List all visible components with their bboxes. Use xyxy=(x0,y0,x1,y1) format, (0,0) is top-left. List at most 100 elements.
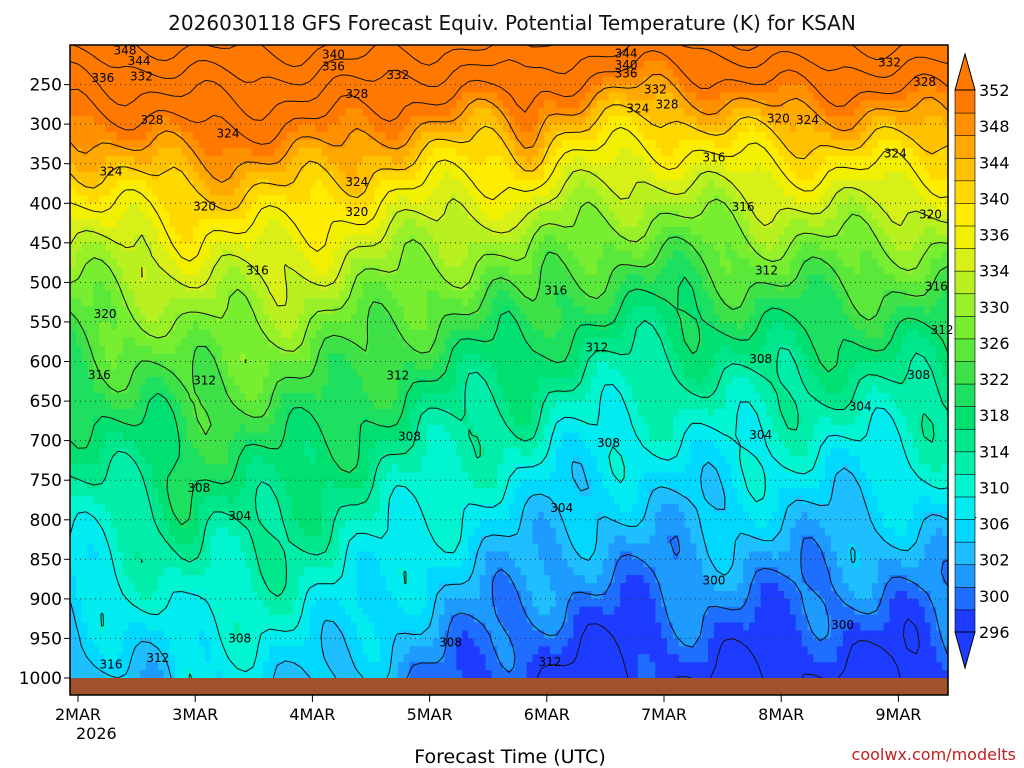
heatmap-cell xyxy=(140,171,147,181)
heatmap-cell xyxy=(362,630,370,640)
heatmap-cell xyxy=(409,377,416,386)
heatmap-cell xyxy=(222,84,229,94)
heatmap-cell xyxy=(151,503,159,513)
heatmap-cell xyxy=(81,92,89,101)
heatmap-cell xyxy=(362,179,370,189)
heatmap-cell xyxy=(99,116,106,125)
heatmap-cell xyxy=(99,662,106,671)
heatmap-cell xyxy=(110,226,118,236)
heatmap-cell xyxy=(70,203,77,212)
heatmap-cell xyxy=(257,250,264,260)
heatmap-cell xyxy=(198,606,206,616)
heatmap-cell xyxy=(333,76,340,86)
heatmap-cell xyxy=(87,203,95,212)
heatmap-cell xyxy=(99,638,106,647)
heatmap-cell xyxy=(350,250,358,260)
heatmap-cell xyxy=(134,274,141,283)
heatmap-cell xyxy=(269,488,276,497)
heatmap-cell xyxy=(269,52,276,62)
heatmap-cell xyxy=(415,124,422,133)
heatmap-cell xyxy=(151,440,159,450)
heatmap-cell xyxy=(75,543,83,552)
heatmap-cell xyxy=(134,100,141,109)
heatmap-cell xyxy=(228,385,235,394)
heatmap-cell xyxy=(204,662,212,671)
heatmap-cell xyxy=(163,464,171,473)
heatmap-cell xyxy=(327,424,334,434)
heatmap-cell xyxy=(239,250,247,260)
heatmap-cell xyxy=(181,543,188,552)
heatmap-cell xyxy=(292,614,299,624)
heatmap-cell xyxy=(251,234,258,244)
heatmap-cell xyxy=(151,614,159,624)
heatmap-cell xyxy=(427,385,434,394)
heatmap-cell xyxy=(233,551,241,560)
heatmap-cell xyxy=(374,472,381,481)
heatmap-cell xyxy=(274,440,282,450)
heatmap-cell xyxy=(333,84,340,94)
heatmap-cell xyxy=(421,448,428,458)
heatmap-cell xyxy=(304,385,311,394)
heatmap-cell xyxy=(321,266,329,276)
heatmap-cell xyxy=(339,290,346,299)
heatmap-cell xyxy=(110,535,118,545)
heatmap-cell xyxy=(87,614,95,624)
heatmap-cell xyxy=(333,171,340,181)
heatmap-cell xyxy=(239,377,247,386)
heatmap-cell xyxy=(87,266,95,276)
heatmap-cell xyxy=(415,606,422,616)
heatmap-cell xyxy=(368,179,375,189)
heatmap-cell xyxy=(374,45,381,54)
heatmap-cell xyxy=(374,139,381,149)
heatmap-cell xyxy=(228,575,235,584)
heatmap-cell xyxy=(298,416,305,426)
heatmap-cell xyxy=(93,527,100,537)
heatmap-cell xyxy=(198,535,206,545)
heatmap-cell xyxy=(386,567,393,576)
heatmap-cell xyxy=(128,369,135,378)
heatmap-cell xyxy=(122,614,130,624)
heatmap-cell xyxy=(75,401,83,410)
heatmap-cell xyxy=(134,45,141,54)
heatmap-cell xyxy=(409,226,416,236)
heatmap-cell xyxy=(163,496,171,505)
heatmap-cell xyxy=(327,638,334,647)
heatmap-cell xyxy=(409,282,416,291)
heatmap-cell xyxy=(157,472,165,481)
heatmap-cell xyxy=(222,369,229,378)
heatmap-cell xyxy=(333,393,340,402)
heatmap-cell xyxy=(198,511,206,521)
heatmap-cell xyxy=(70,622,77,632)
heatmap-cell xyxy=(280,654,288,663)
heatmap-cell xyxy=(146,369,153,378)
heatmap-cell xyxy=(93,416,100,426)
heatmap-cell xyxy=(116,630,124,640)
heatmap-cell xyxy=(128,448,135,458)
heatmap-cell xyxy=(105,614,112,624)
heatmap-cell xyxy=(432,321,440,331)
heatmap-cell xyxy=(245,654,253,663)
heatmap-cell xyxy=(403,306,411,315)
heatmap-cell xyxy=(233,606,241,616)
heatmap-cell xyxy=(228,408,235,418)
heatmap-cell xyxy=(298,242,305,252)
heatmap-cell xyxy=(245,314,253,323)
heatmap-cell xyxy=(333,242,340,252)
heatmap-cell xyxy=(257,274,264,283)
heatmap-cell xyxy=(333,290,340,299)
heatmap-cell xyxy=(333,488,340,497)
heatmap-cell xyxy=(356,124,364,133)
heatmap-cell xyxy=(81,583,89,592)
heatmap-cell xyxy=(374,488,381,497)
heatmap-cell xyxy=(239,171,247,181)
heatmap-cell xyxy=(315,337,323,347)
heatmap-cell xyxy=(286,274,294,283)
heatmap-cell xyxy=(309,147,317,157)
heatmap-cell xyxy=(99,535,106,545)
heatmap-cell xyxy=(233,472,241,481)
heatmap-cell xyxy=(163,100,171,109)
heatmap-cell xyxy=(257,440,264,450)
heatmap-cell xyxy=(110,298,118,307)
heatmap-cell xyxy=(81,393,89,402)
heatmap-cell xyxy=(233,480,241,489)
